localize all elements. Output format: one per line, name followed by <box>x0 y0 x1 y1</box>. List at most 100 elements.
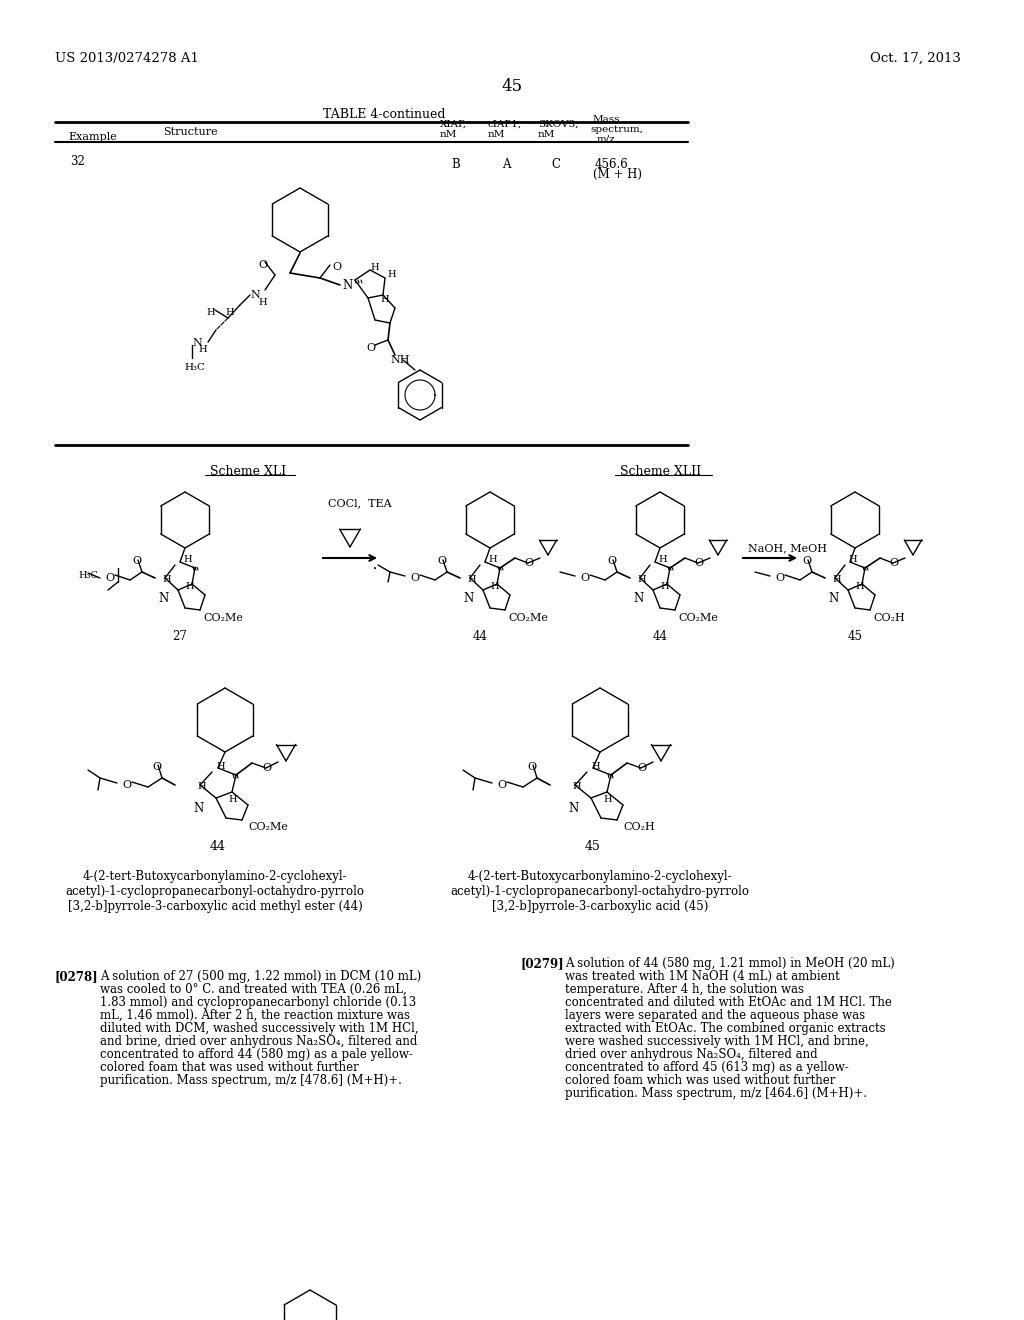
Text: C: C <box>551 158 560 172</box>
Text: O: O <box>694 558 703 568</box>
Text: cIAP1,: cIAP1, <box>488 120 522 129</box>
Text: H: H <box>572 781 581 791</box>
Text: H: H <box>162 576 171 583</box>
Text: 44: 44 <box>472 630 487 643</box>
Text: O: O <box>607 556 616 566</box>
Text: O: O <box>132 556 141 566</box>
Text: H₃C: H₃C <box>184 363 205 372</box>
Text: NaOH, MeOH: NaOH, MeOH <box>748 543 827 553</box>
Text: purification. Mass spectrum, m/z [478.6] (M+H)+.: purification. Mass spectrum, m/z [478.6]… <box>100 1074 401 1086</box>
Text: and brine, dried over anhydrous Na₂SO₄, filtered and: and brine, dried over anhydrous Na₂SO₄, … <box>100 1035 418 1048</box>
Text: TABLE 4-continued: TABLE 4-continued <box>323 108 445 121</box>
Text: NH: NH <box>390 355 410 366</box>
Text: H: H <box>488 554 497 564</box>
Text: COCl,  TEA: COCl, TEA <box>328 498 391 508</box>
Text: nM: nM <box>440 129 458 139</box>
Text: H₃C: H₃C <box>78 572 98 579</box>
Text: H: H <box>660 582 669 591</box>
Text: concentrated to afford 44 (580 mg) as a pale yellow-: concentrated to afford 44 (580 mg) as a … <box>100 1048 413 1061</box>
Text: 32: 32 <box>70 154 85 168</box>
Text: Structure: Structure <box>163 127 217 137</box>
Text: colored foam which was used without further: colored foam which was used without furt… <box>565 1074 836 1086</box>
Text: colored foam that was used without further: colored foam that was used without furth… <box>100 1061 358 1074</box>
Text: Scheme XLII: Scheme XLII <box>620 465 701 478</box>
Text: H: H <box>216 762 224 771</box>
Text: O: O <box>410 573 419 583</box>
Text: Oct. 17, 2013: Oct. 17, 2013 <box>870 51 961 65</box>
Text: nM: nM <box>538 129 555 139</box>
Text: H: H <box>658 554 667 564</box>
Text: 45: 45 <box>848 630 862 643</box>
Text: N: N <box>158 591 168 605</box>
Text: N: N <box>342 279 352 292</box>
Text: CO₂H: CO₂H <box>873 612 905 623</box>
Text: H: H <box>206 308 215 317</box>
Text: nM: nM <box>488 129 506 139</box>
Text: temperature. After 4 h, the solution was: temperature. After 4 h, the solution was <box>565 983 804 997</box>
Text: CO₂H: CO₂H <box>623 822 654 832</box>
Text: H: H <box>370 263 379 272</box>
Text: O: O <box>527 762 537 772</box>
Text: H: H <box>490 582 499 591</box>
Text: H: H <box>198 345 207 354</box>
Text: 27: 27 <box>173 630 187 643</box>
Text: H: H <box>591 762 600 771</box>
Text: H: H <box>831 576 841 583</box>
Text: 45: 45 <box>502 78 522 95</box>
Text: O: O <box>332 261 341 272</box>
Text: SKOV3,: SKOV3, <box>538 120 579 129</box>
Text: H: H <box>228 795 237 804</box>
Text: spectrum,: spectrum, <box>590 125 643 135</box>
Text: O: O <box>637 763 646 774</box>
Text: H: H <box>855 582 863 591</box>
Text: N: N <box>193 338 202 348</box>
Text: O: O <box>258 260 267 271</box>
Text: O: O <box>580 573 589 583</box>
Text: •: • <box>373 565 377 573</box>
Text: XIAP,: XIAP, <box>440 120 467 129</box>
Text: Example: Example <box>68 132 117 143</box>
Text: CO₂Me: CO₂Me <box>203 612 243 623</box>
Text: O: O <box>152 762 161 772</box>
Text: were washed successively with 1M HCl, and brine,: were washed successively with 1M HCl, an… <box>565 1035 868 1048</box>
Text: 4-(2-tert-Butoxycarbonylamino-2-cyclohexyl-
acetyl)-1-cyclopropanecarbonyl-octah: 4-(2-tert-Butoxycarbonylamino-2-cyclohex… <box>66 870 365 913</box>
Text: 44: 44 <box>652 630 668 643</box>
Text: O: O <box>889 558 898 568</box>
Text: 45: 45 <box>585 840 601 853</box>
Text: diluted with DCM, washed successively with 1M HCl,: diluted with DCM, washed successively wi… <box>100 1022 419 1035</box>
Text: O: O <box>366 343 375 352</box>
Text: [0279]: [0279] <box>520 957 563 970</box>
Text: O: O <box>775 573 784 583</box>
Text: B: B <box>451 158 460 172</box>
Text: N: N <box>828 591 839 605</box>
Text: H: H <box>848 554 857 564</box>
Text: H: H <box>387 271 395 279</box>
Text: (M + H): (M + H) <box>593 168 642 181</box>
Text: O: O <box>524 558 534 568</box>
Text: H: H <box>197 781 206 791</box>
Text: H: H <box>258 298 266 308</box>
Text: A: A <box>502 158 511 172</box>
Text: N: N <box>463 591 473 605</box>
Text: O: O <box>802 556 811 566</box>
Text: Scheme XLI: Scheme XLI <box>210 465 286 478</box>
Text: H: H <box>183 554 191 564</box>
Text: m/z: m/z <box>597 135 615 144</box>
Text: 456.6: 456.6 <box>595 158 629 172</box>
Text: O: O <box>497 780 506 789</box>
Text: 44: 44 <box>210 840 226 853</box>
Text: mL, 1.46 mmol). After 2 h, the reaction mixture was: mL, 1.46 mmol). After 2 h, the reaction … <box>100 1008 410 1022</box>
Text: was treated with 1M NaOH (4 mL) at ambient: was treated with 1M NaOH (4 mL) at ambie… <box>565 970 840 983</box>
Text: was cooled to 0° C. and treated with TEA (0.26 mL,: was cooled to 0° C. and treated with TEA… <box>100 983 407 997</box>
Text: US 2013/0274278 A1: US 2013/0274278 A1 <box>55 51 199 65</box>
Text: O: O <box>437 556 446 566</box>
Text: H: H <box>380 294 389 304</box>
Text: concentrated to afford 45 (613 mg) as a yellow-: concentrated to afford 45 (613 mg) as a … <box>565 1061 849 1074</box>
Text: H: H <box>603 795 611 804</box>
Text: dried over anhydrous Na₂SO₄, filtered and: dried over anhydrous Na₂SO₄, filtered an… <box>565 1048 817 1061</box>
Text: H: H <box>225 308 233 317</box>
Text: layers were separated and the aqueous phase was: layers were separated and the aqueous ph… <box>565 1008 865 1022</box>
Text: A solution of 44 (580 mg, 1.21 mmol) in MeOH (20 mL): A solution of 44 (580 mg, 1.21 mmol) in … <box>565 957 895 970</box>
Text: O: O <box>122 780 131 789</box>
Text: [0278]: [0278] <box>55 970 98 983</box>
